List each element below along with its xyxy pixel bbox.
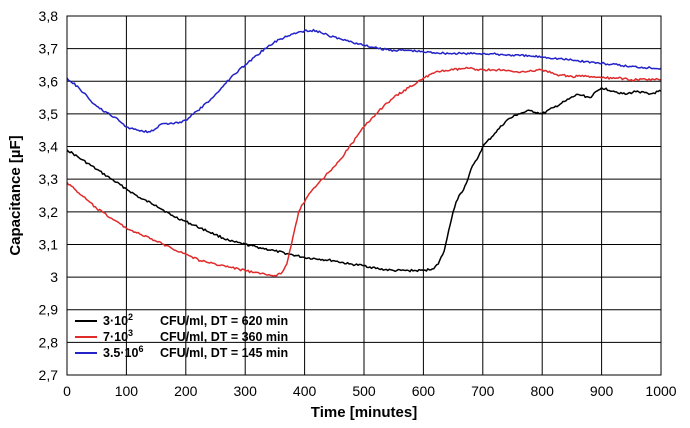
legend-detail-2: CFU/ml, DT = 360 min — [160, 330, 288, 344]
x-tick-label: 200 — [174, 383, 198, 399]
y-tick-label: 3,2 — [39, 204, 59, 220]
legend-concentration-exponent: 6 — [138, 344, 143, 354]
y-tick-label: 3 — [50, 269, 58, 285]
y-tick-label: 3,4 — [39, 139, 59, 155]
grid — [66, 15, 662, 376]
legend-detail-3: CFU/ml, DT = 145 min — [160, 346, 288, 360]
legend: 3·102 CFU/ml, DT = 620 min 7·103 CFU/ml, DT… — [75, 312, 288, 360]
y-tick-label: 2,9 — [39, 302, 59, 318]
x-tick-label: 900 — [590, 383, 614, 399]
series-line-3 — [66, 28, 662, 134]
legend-concentration-base: 3.5·10 — [103, 346, 138, 360]
x-tick-label: 700 — [471, 383, 495, 399]
tick-labels: 0 100 200 300 400 500 600 700 800 900 1000 2,7 2,8 2,… — [39, 8, 677, 399]
x-tick-label: 800 — [531, 383, 555, 399]
y-tick-label: 3,3 — [39, 171, 59, 187]
y-tick-label: 2,8 — [39, 334, 59, 350]
series-line-2 — [66, 66, 662, 277]
y-axis-title: Capacitance [µF] — [7, 135, 24, 255]
series-line-1 — [66, 87, 662, 273]
x-tick-label: 600 — [412, 383, 436, 399]
plot-frame — [66, 15, 662, 376]
x-tick-label: 400 — [293, 383, 317, 399]
legend-concentration-2: 7·103 — [103, 328, 133, 344]
x-tick-label: 100 — [115, 383, 139, 399]
y-tick-label: 3,8 — [39, 8, 59, 24]
x-tick-label: 300 — [234, 383, 258, 399]
x-tick-label: 500 — [352, 383, 376, 399]
legend-concentration-base: 3·10 — [103, 314, 128, 328]
legend-concentration-base: 7·10 — [103, 330, 128, 344]
legend-concentration-exponent: 2 — [128, 312, 133, 322]
y-tick-label: 3,5 — [39, 106, 59, 122]
x-axis-title: Time [minutes] — [311, 404, 417, 421]
legend-concentration-exponent: 3 — [128, 328, 133, 338]
legend-concentration-1: 3·102 — [103, 312, 133, 328]
legend-concentration-3: 3.5·106 — [103, 344, 143, 360]
x-tick-label: 0 — [63, 383, 71, 399]
legend-detail-1: CFU/ml, DT = 620 min — [160, 314, 288, 328]
y-tick-label: 2,7 — [39, 367, 59, 383]
y-tick-label: 3,1 — [39, 236, 59, 252]
y-tick-label: 3,7 — [39, 41, 59, 57]
x-tick-label: 1000 — [645, 383, 676, 399]
series-lines — [66, 28, 662, 277]
y-tick-label: 3,6 — [39, 73, 59, 89]
